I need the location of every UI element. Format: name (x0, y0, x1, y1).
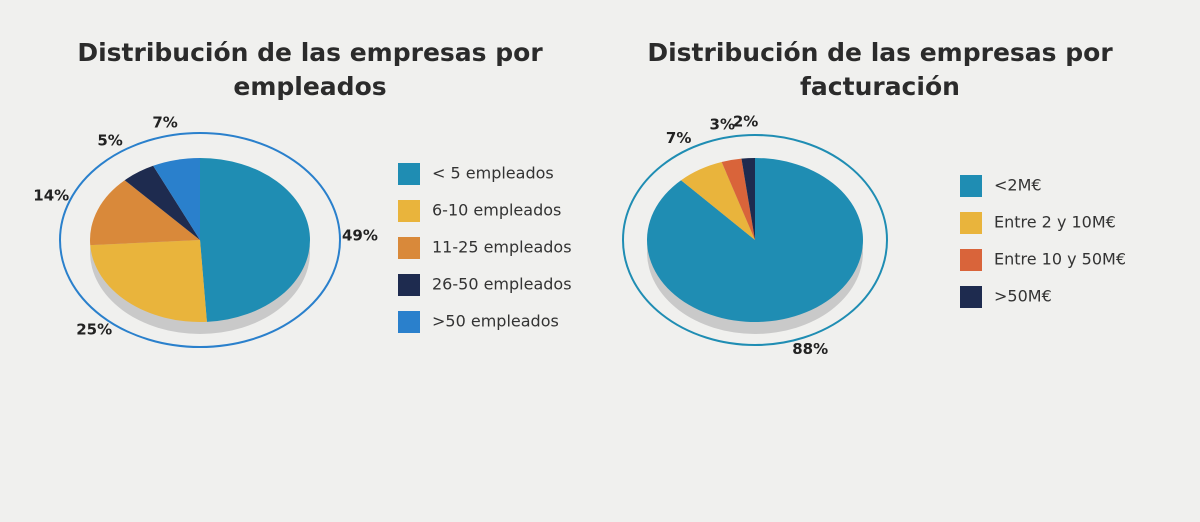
pie-slice (681, 162, 755, 240)
pie-ring (59, 132, 341, 348)
value-label: 14% (33, 186, 69, 204)
legend-label: >50 empleados (432, 312, 559, 331)
pie-slice (741, 158, 755, 240)
value-label: 5% (97, 131, 122, 149)
pie-slice (200, 158, 310, 322)
value-label: 2% (733, 113, 758, 131)
legend-label: < 5 empleados (432, 164, 554, 183)
pie-slice (90, 180, 200, 246)
legend-label: 6-10 empleados (432, 201, 561, 220)
value-label: 3% (710, 115, 735, 133)
legend-swatch (960, 249, 982, 271)
legend-swatch (960, 286, 982, 308)
legend-swatch (960, 212, 982, 234)
legend-label: 26-50 empleados (432, 275, 572, 294)
legend-swatch (398, 311, 420, 333)
chart-title: Distribución de las empresas por emplead… (77, 38, 543, 101)
legend-label: Entre 10 y 50M€ (994, 250, 1126, 269)
legend-label: Entre 2 y 10M€ (994, 213, 1116, 232)
legend-swatch (398, 237, 420, 259)
legend-swatch (398, 163, 420, 185)
pie-slice (90, 240, 207, 322)
value-label: 7% (152, 113, 177, 131)
legend-swatch (398, 274, 420, 296)
value-label: 49% (342, 227, 378, 245)
pie-slice (721, 158, 755, 240)
value-label: 25% (76, 321, 112, 339)
pie-ring (622, 134, 888, 346)
value-label: 88% (792, 340, 828, 358)
legend-label: 11-25 empleados (432, 238, 572, 257)
chart-title: Distribución de las empresas por factura… (647, 38, 1113, 101)
legend-label: <2M€ (994, 176, 1042, 195)
legend-swatch (960, 175, 982, 197)
pie-slice (124, 165, 200, 240)
pie-slice (153, 158, 200, 240)
legend-swatch (398, 200, 420, 222)
legend-label: >50M€ (994, 287, 1052, 306)
value-label: 7% (666, 129, 691, 147)
